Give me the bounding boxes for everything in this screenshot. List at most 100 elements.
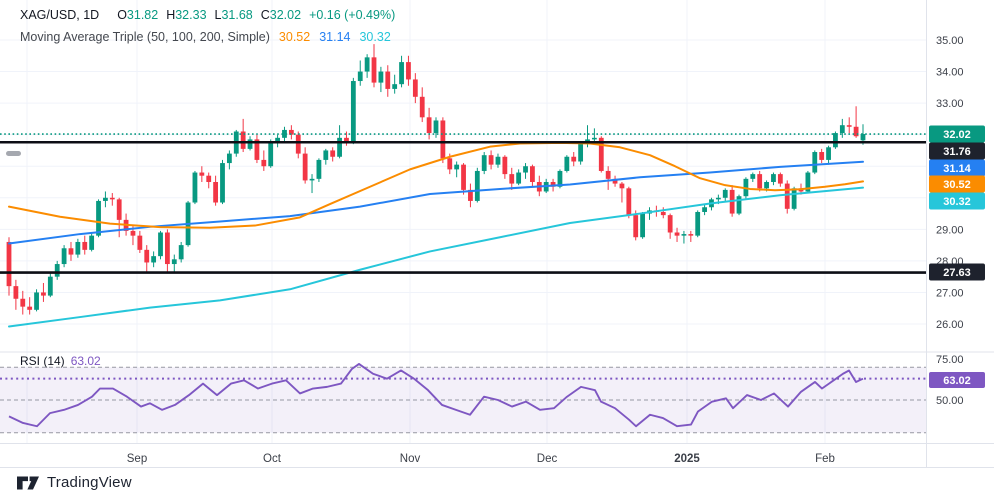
price-axis-label: 33.00 — [936, 98, 964, 110]
low-label: L — [214, 8, 222, 22]
candle-body — [660, 211, 666, 216]
candle-body — [481, 155, 487, 171]
candle-body — [130, 230, 136, 236]
candle-body — [502, 156, 508, 175]
candle-body — [605, 170, 611, 179]
candle-body — [47, 276, 53, 296]
candle-body — [619, 183, 625, 189]
candle-body — [158, 232, 163, 257]
candle-body — [812, 152, 818, 173]
price-axis-label: 29.00 — [936, 224, 964, 236]
candle-body — [309, 178, 315, 181]
candle-body — [771, 174, 776, 183]
candle-body — [323, 150, 329, 160]
candle-body — [399, 62, 404, 85]
price-badge-30.32 — [929, 192, 985, 210]
time-axis-label-2025: 2025 — [674, 453, 700, 465]
candle-body — [109, 197, 115, 200]
candle-body — [736, 196, 742, 214]
candle-body — [68, 248, 74, 255]
candle-body — [96, 200, 101, 236]
price-badge-32.02-text: 32.02 — [943, 129, 971, 141]
candle-body — [633, 215, 639, 238]
candle-body — [612, 178, 618, 184]
tradingview-footer[interactable]: TradingView — [16, 474, 132, 491]
candle-body — [695, 211, 701, 236]
candle-body — [557, 170, 563, 187]
candle-body — [378, 71, 384, 83]
candle-body — [151, 256, 157, 263]
rsi-badge-63.02 — [929, 372, 985, 388]
candle-body — [330, 150, 336, 157]
candle-body — [667, 215, 673, 233]
tradingview-logo-icon — [17, 476, 39, 489]
candle-body — [392, 84, 398, 89]
candle-body — [61, 248, 67, 265]
candle-body — [268, 142, 274, 167]
candle-body — [275, 137, 280, 143]
candle-body — [344, 137, 349, 143]
price-badge-30.32-text: 30.32 — [943, 196, 971, 208]
candle-body — [819, 152, 825, 160]
open-label: O — [117, 8, 127, 22]
candle-body — [54, 264, 60, 277]
candle-body — [578, 142, 584, 162]
candle-body — [426, 117, 432, 134]
candle-body — [41, 292, 46, 296]
price-line-marker — [6, 151, 21, 156]
price-badge-27.63-text: 27.63 — [943, 267, 971, 279]
candle-body — [626, 188, 632, 216]
candle-body — [598, 137, 604, 171]
price-badge-30.52-text: 30.52 — [943, 179, 971, 191]
candle-body — [681, 234, 687, 236]
candle-body — [474, 170, 480, 201]
candle-body — [144, 249, 150, 263]
candle-body — [206, 175, 212, 183]
candle-body — [213, 182, 219, 203]
candle-body — [357, 71, 363, 82]
ma-indicator-title[interactable]: Moving Average Triple (50, 100, 200, Sim… — [20, 30, 270, 44]
candle-body — [247, 139, 253, 149]
candle-body — [13, 286, 19, 299]
candle-body — [440, 120, 446, 159]
candle-body — [509, 174, 515, 184]
candle-body — [6, 241, 12, 287]
candle-body — [640, 213, 646, 238]
price-axis-label: 26.00 — [936, 319, 964, 331]
candle-body — [75, 241, 81, 255]
candle-body — [523, 166, 528, 173]
candle-body — [757, 174, 763, 189]
price-badge-30.52 — [929, 175, 985, 193]
ma200-value: 30.32 — [359, 30, 391, 44]
rsi-axis-label: 50.00 — [936, 395, 964, 407]
candle-body — [516, 172, 522, 184]
candle-body — [419, 96, 425, 118]
candle-body — [171, 259, 177, 265]
candle-body — [777, 174, 783, 184]
candle-body — [715, 197, 721, 200]
price-badge-31.14-text: 31.14 — [943, 163, 971, 175]
price-badge-31.76-text: 31.76 — [943, 146, 971, 158]
candle-body — [406, 62, 411, 80]
candle-body — [82, 241, 88, 250]
price-badge-31.14 — [929, 159, 985, 177]
candle-body — [791, 188, 797, 209]
candle-body — [89, 235, 95, 250]
symbol-title[interactable]: XAG/USD, 1D — [20, 8, 100, 22]
close-label: C — [260, 8, 270, 22]
candle-body — [571, 156, 577, 162]
rsi-title[interactable]: RSI (14) — [20, 354, 65, 368]
candle-body — [860, 134, 866, 141]
rsi-value: 63.02 — [70, 354, 101, 368]
candle-body — [103, 197, 108, 201]
candle-body — [302, 153, 308, 181]
candle-body — [564, 156, 570, 171]
candle-body — [240, 131, 246, 149]
close-value: 32.02 — [269, 8, 302, 22]
candle-body — [364, 57, 370, 72]
candle-body — [371, 57, 377, 83]
candle-body — [137, 235, 143, 250]
candle-body — [350, 81, 356, 143]
candle-body — [764, 182, 769, 189]
